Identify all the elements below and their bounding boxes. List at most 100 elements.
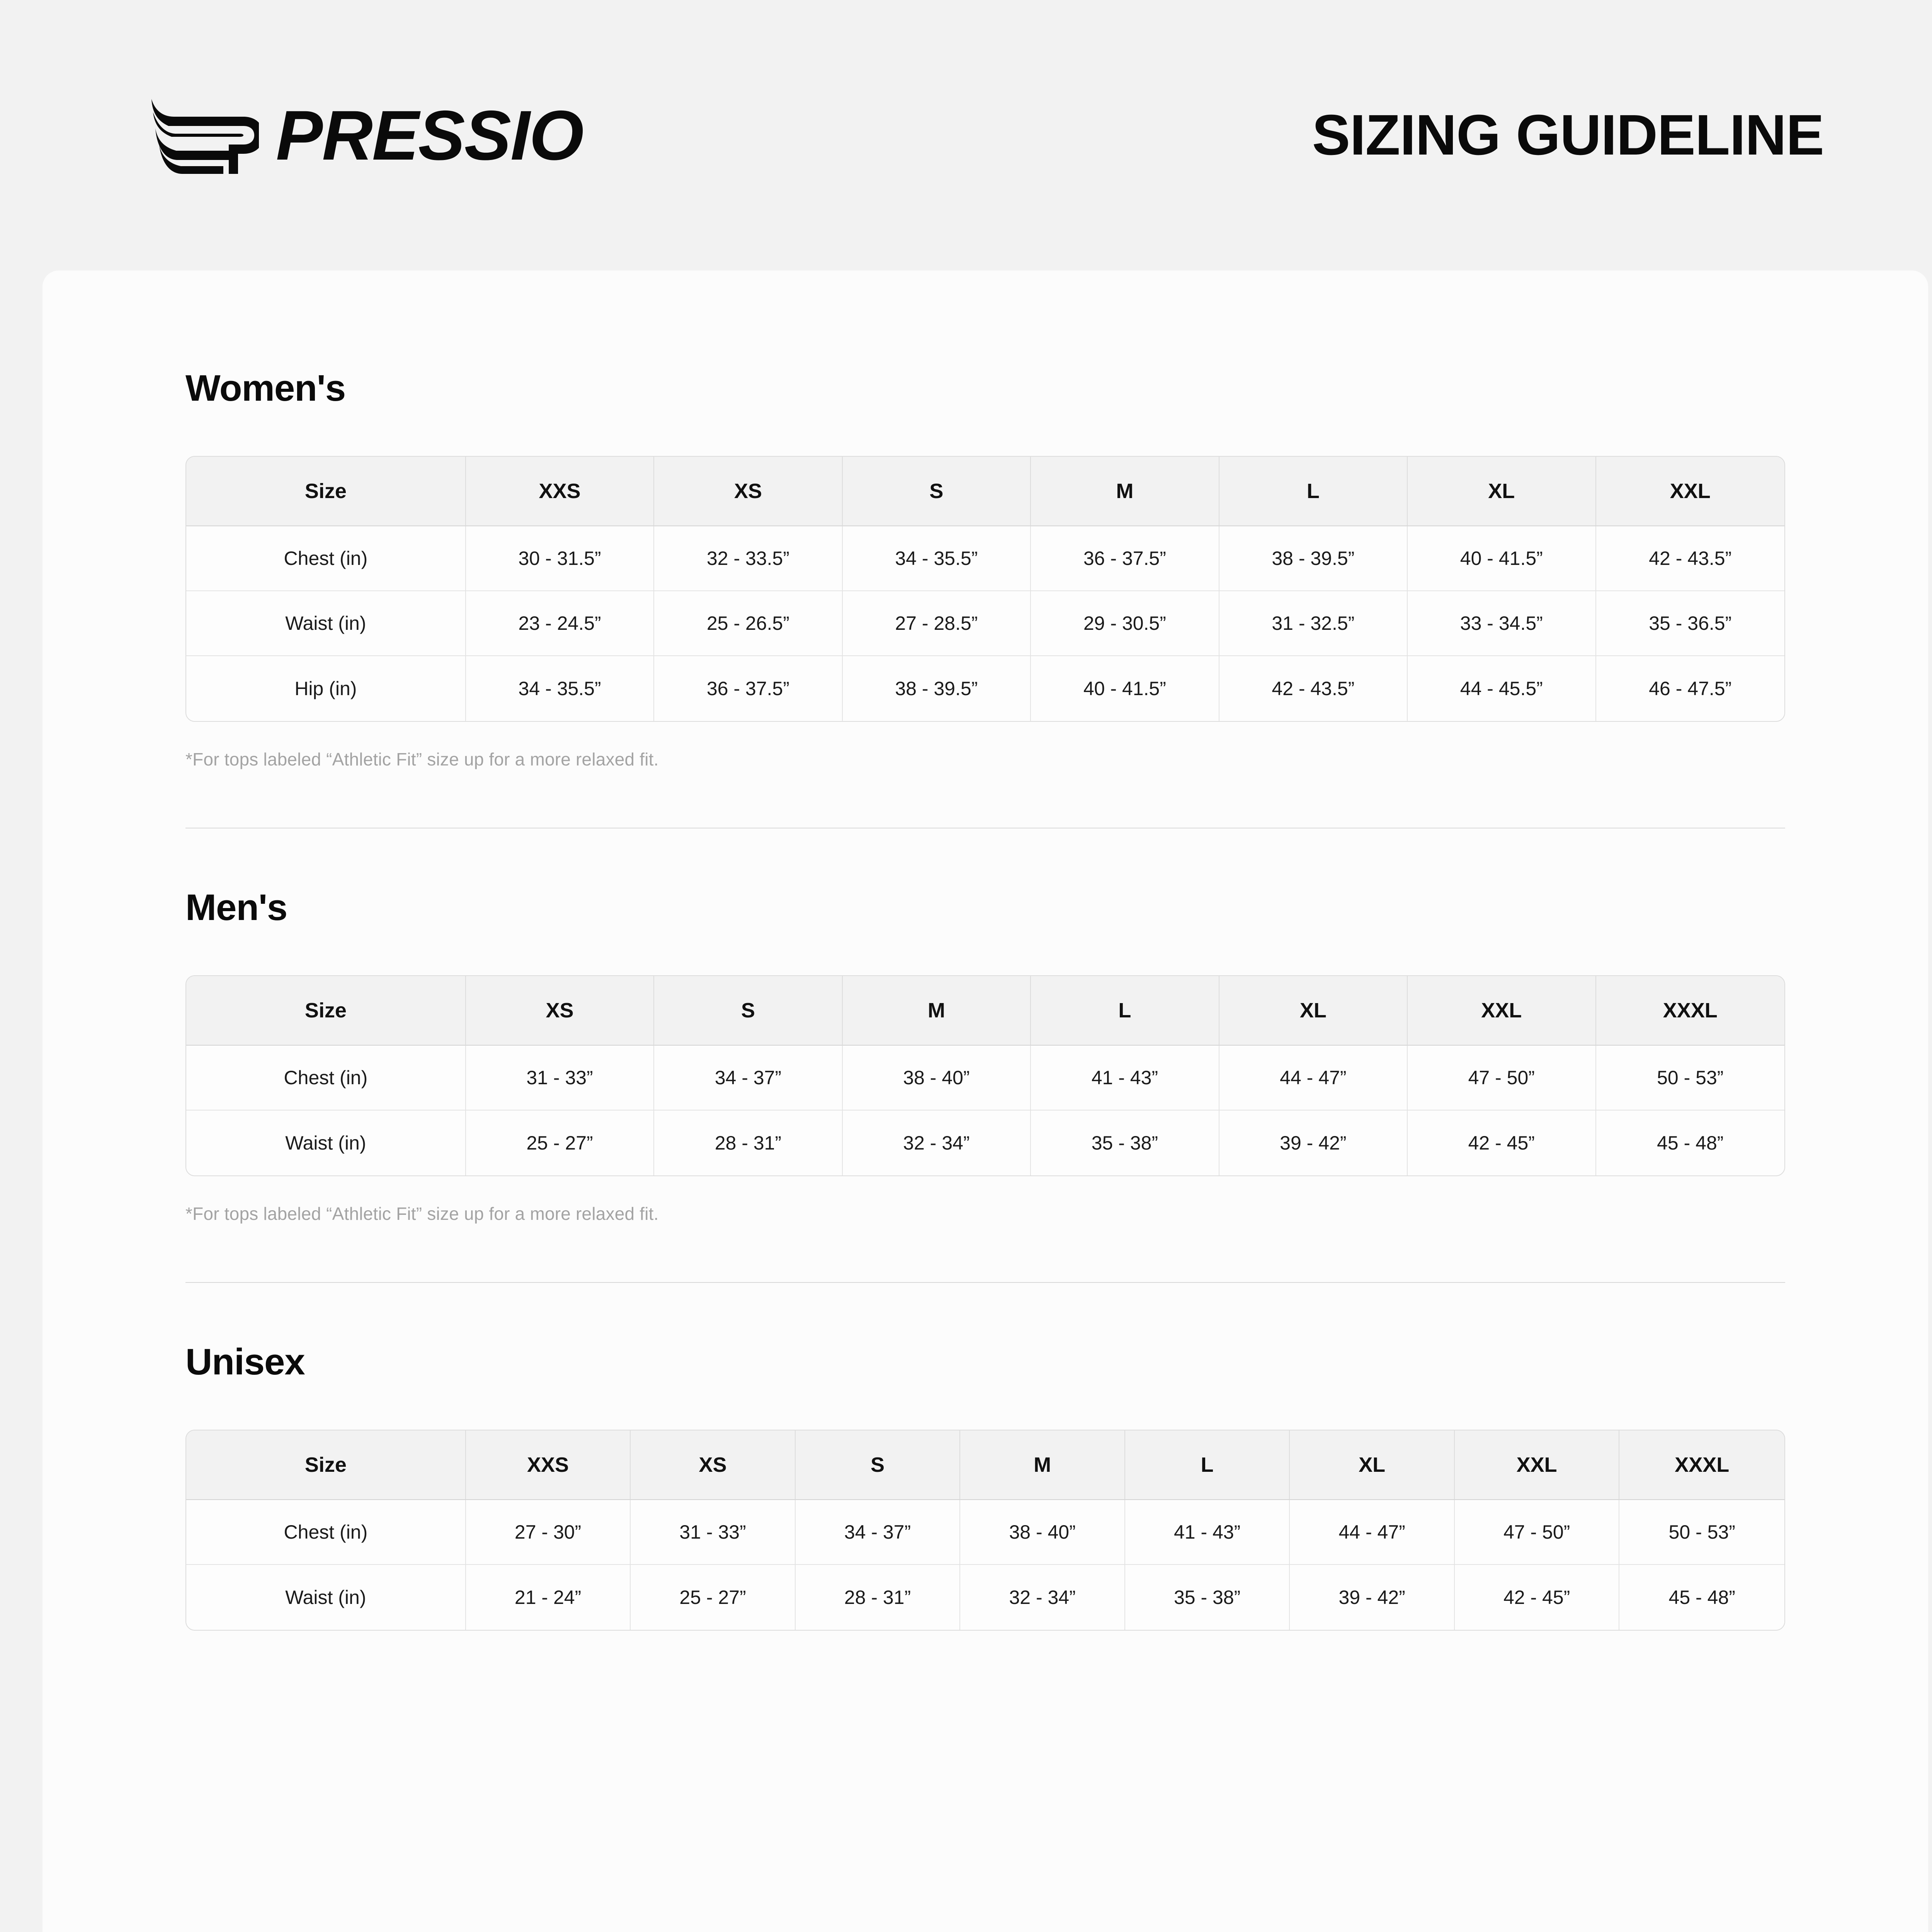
cell: 31 - 32.5”: [1219, 591, 1408, 656]
section-mens: Men's Size XS S M L XL XXL XXXL: [185, 886, 1785, 1224]
brand-wordmark: PRESSIO: [276, 96, 584, 175]
column-header-xs: XS: [631, 1430, 796, 1500]
section-title-mens: Men's: [185, 887, 287, 928]
column-header-size: Size: [186, 976, 466, 1046]
cell: 34 - 35.5”: [842, 526, 1031, 591]
unisex-table-body: Chest (in) 27 - 30” 31 - 33” 34 - 37” 38…: [186, 1500, 1784, 1630]
cell: 30 - 31.5”: [466, 526, 655, 591]
cell: 44 - 45.5”: [1408, 656, 1596, 721]
footnote-womens: *For tops labeled “Athletic Fit” size up…: [185, 749, 659, 769]
spacer: [185, 828, 1785, 886]
column-header-xxxl: XXXL: [1596, 976, 1784, 1046]
footnote-mens: *For tops labeled “Athletic Fit” size up…: [185, 1204, 659, 1224]
cell: 42 - 45”: [1454, 1565, 1620, 1630]
table-header-row: Size XXS XS S M L XL XXL XXXL: [186, 1430, 1784, 1500]
cell: 50 - 53”: [1596, 1046, 1784, 1111]
column-header-xxl: XXL: [1596, 457, 1784, 526]
table-row: Waist (in) 25 - 27” 28 - 31” 32 - 34” 35…: [186, 1111, 1784, 1175]
cell: 31 - 33”: [466, 1046, 655, 1111]
cell: 40 - 41.5”: [1408, 526, 1596, 591]
cell: 38 - 40”: [960, 1500, 1125, 1565]
row-label: Hip (in): [186, 656, 466, 721]
cell: 25 - 26.5”: [654, 591, 843, 656]
row-label: Waist (in): [186, 591, 466, 656]
column-header-xxs: XXS: [466, 1430, 631, 1500]
column-header-xs: XS: [466, 976, 655, 1046]
column-header-s: S: [842, 457, 1031, 526]
column-header-xl: XL: [1219, 976, 1408, 1046]
column-header-xl: XL: [1290, 1430, 1455, 1500]
column-header-size: Size: [186, 457, 466, 526]
cell: 39 - 42”: [1290, 1565, 1455, 1630]
column-header-size: Size: [186, 1430, 466, 1500]
column-header-s: S: [795, 1430, 961, 1500]
cell: 41 - 43”: [1031, 1046, 1219, 1111]
column-header-l: L: [1031, 976, 1219, 1046]
spacer: [185, 1283, 1785, 1341]
cell: 42 - 43.5”: [1596, 526, 1784, 591]
cell: 27 - 28.5”: [842, 591, 1031, 656]
cell: 34 - 35.5”: [466, 656, 655, 721]
cell: 42 - 43.5”: [1219, 656, 1408, 721]
row-label: Waist (in): [186, 1565, 466, 1630]
cell: 31 - 33”: [631, 1500, 796, 1565]
column-header-xxs: XXS: [466, 457, 655, 526]
cell: 42 - 45”: [1408, 1111, 1596, 1175]
cell: 41 - 43”: [1125, 1500, 1290, 1565]
card-inner: Women's Size XXS XS S M L XL XXL: [43, 270, 1928, 1631]
table-row: Hip (in) 34 - 35.5” 36 - 37.5” 38 - 39.5…: [186, 656, 1784, 721]
column-header-m: M: [1031, 457, 1219, 526]
column-header-s: S: [654, 976, 843, 1046]
column-header-l: L: [1219, 457, 1408, 526]
cell: 32 - 34”: [960, 1565, 1125, 1630]
row-label: Chest (in): [186, 526, 466, 591]
cell: 36 - 37.5”: [654, 656, 843, 721]
womens-table-head: Size XXS XS S M L XL XXL: [186, 457, 1784, 526]
column-header-xs: XS: [654, 457, 843, 526]
column-header-xxxl: XXXL: [1619, 1430, 1784, 1500]
section-unisex: Unisex Size XXS XS S M L XL XXL XXXL: [185, 1341, 1785, 1631]
cell: 32 - 34”: [842, 1111, 1031, 1175]
cell: 23 - 24.5”: [466, 591, 655, 656]
cell: 35 - 38”: [1125, 1565, 1290, 1630]
unisex-size-table: Size XXS XS S M L XL XXL XXXL: [185, 1430, 1785, 1631]
cell: 38 - 39.5”: [1219, 526, 1408, 591]
cell: 40 - 41.5”: [1031, 656, 1219, 721]
table-row: Waist (in) 21 - 24” 25 - 27” 28 - 31” 32…: [186, 1565, 1784, 1630]
womens-size-table: Size XXS XS S M L XL XXL Chest (in): [185, 456, 1785, 722]
pressio-wing-icon: [151, 99, 259, 174]
column-header-xxl: XXL: [1408, 976, 1596, 1046]
womens-table-body: Chest (in) 30 - 31.5” 32 - 33.5” 34 - 35…: [186, 526, 1784, 721]
cell: 34 - 37”: [654, 1046, 843, 1111]
table-header-row: Size XS S M L XL XXL XXXL: [186, 976, 1784, 1046]
column-header-xl: XL: [1408, 457, 1596, 526]
cell: 46 - 47.5”: [1596, 656, 1784, 721]
cell: 35 - 38”: [1031, 1111, 1219, 1175]
cell: 39 - 42”: [1219, 1111, 1408, 1175]
mens-table-head: Size XS S M L XL XXL XXXL: [186, 976, 1784, 1046]
column-header-m: M: [842, 976, 1031, 1046]
cell: 50 - 53”: [1619, 1500, 1784, 1565]
page-title: SIZING GUIDELINE: [1312, 103, 1824, 167]
cell: 47 - 50”: [1408, 1046, 1596, 1111]
mens-table-body: Chest (in) 31 - 33” 34 - 37” 38 - 40” 41…: [186, 1046, 1784, 1175]
table-row: Waist (in) 23 - 24.5” 25 - 26.5” 27 - 28…: [186, 591, 1784, 656]
row-label: Chest (in): [186, 1500, 466, 1565]
cell: 44 - 47”: [1219, 1046, 1408, 1111]
cell: 47 - 50”: [1454, 1500, 1620, 1565]
cell: 38 - 39.5”: [842, 656, 1031, 721]
section-womens: Women's Size XXS XS S M L XL XXL: [185, 367, 1785, 770]
table-header-row: Size XXS XS S M L XL XXL: [186, 457, 1784, 526]
table-row: Chest (in) 31 - 33” 34 - 37” 38 - 40” 41…: [186, 1046, 1784, 1111]
cell: 38 - 40”: [842, 1046, 1031, 1111]
cell: 28 - 31”: [654, 1111, 843, 1175]
column-header-l: L: [1125, 1430, 1290, 1500]
section-title-womens: Women's: [185, 367, 346, 409]
column-header-m: M: [960, 1430, 1125, 1500]
cell: 25 - 27”: [631, 1565, 796, 1630]
cell: 32 - 33.5”: [654, 526, 843, 591]
section-title-unisex: Unisex: [185, 1341, 305, 1383]
column-header-xxl: XXL: [1454, 1430, 1620, 1500]
unisex-table-head: Size XXS XS S M L XL XXL XXXL: [186, 1430, 1784, 1500]
